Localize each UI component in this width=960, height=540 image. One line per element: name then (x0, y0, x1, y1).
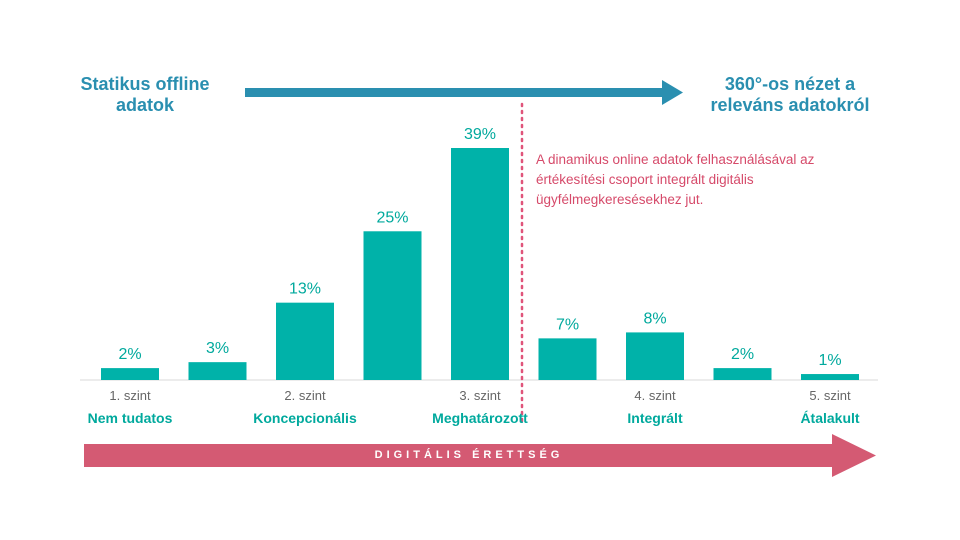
level-number-2: 2. szint (284, 388, 326, 403)
bar-8 (713, 368, 772, 380)
level-number-4: 4. szint (634, 388, 676, 403)
top-left-label: Statikus offline adatok (80, 74, 210, 115)
level-number-1: 1. szint (109, 388, 151, 403)
bar-1 (101, 368, 159, 380)
bottom-axis-label: DIGITÁLIS ÉRETTSÉG (374, 449, 564, 461)
bottom-arrow-shaft (84, 444, 834, 467)
top-right-label: 360°-os nézet a releváns adatokról (710, 74, 870, 115)
level-number-5: 5. szint (809, 388, 851, 403)
level-name-1: Nem tudatos (88, 410, 173, 426)
level-name-2: Koncepcionális (253, 410, 357, 426)
bar-3 (276, 302, 334, 380)
annotation-text: A dinamikus online adatok felhasználásáv… (536, 152, 815, 207)
value-label-9: 1% (818, 352, 841, 369)
bottom-arrow-head (832, 434, 876, 477)
top-arrow-head (662, 80, 683, 105)
value-label-8: 2% (731, 346, 754, 363)
bar-5 (451, 148, 509, 380)
bar-6 (538, 338, 597, 380)
value-label-3: 13% (289, 281, 321, 298)
level-name-5: Átalakult (800, 410, 859, 426)
level-name-3: Meghatározott (432, 410, 528, 426)
bar-9 (801, 374, 859, 380)
value-label-7: 8% (643, 310, 666, 327)
value-label-2: 3% (206, 340, 229, 357)
bar-7 (626, 332, 684, 380)
bar-4 (363, 231, 422, 380)
value-label-4: 25% (376, 209, 408, 226)
bar-2 (188, 362, 247, 380)
level-number-3: 3. szint (459, 388, 501, 403)
value-label-1: 2% (118, 346, 141, 363)
value-label-6: 7% (556, 316, 579, 333)
top-arrow-shaft (245, 88, 665, 97)
value-label-5: 39% (464, 126, 496, 143)
level-name-4: Integrált (627, 410, 683, 426)
